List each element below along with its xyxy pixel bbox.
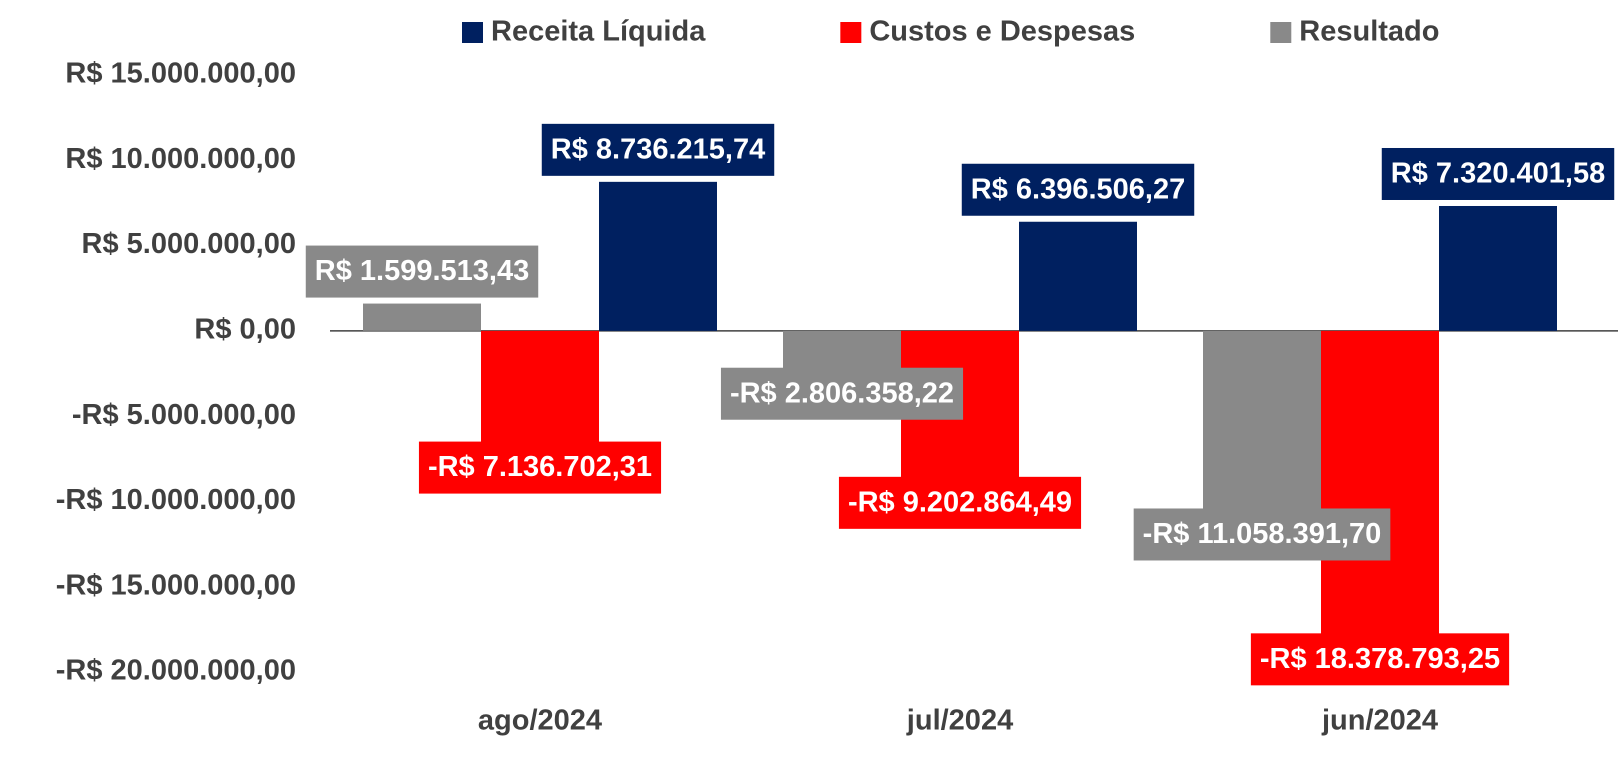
value-label: R$ 1.599.513,43 bbox=[315, 255, 529, 287]
bar bbox=[599, 181, 717, 331]
value-label-box bbox=[1250, 633, 1510, 686]
value-label: -R$ 7.136.702,31 bbox=[428, 451, 652, 483]
value-label: R$ 7.320.401,58 bbox=[1391, 158, 1605, 190]
value-label: -R$ 9.202.864,49 bbox=[848, 486, 1072, 518]
legend-swatch bbox=[840, 22, 862, 43]
bar bbox=[1019, 221, 1137, 331]
value-label-box bbox=[961, 163, 1195, 216]
value-label-box bbox=[418, 441, 662, 494]
value-label: R$ 8.736.215,74 bbox=[551, 133, 765, 165]
value-label-box bbox=[1133, 508, 1391, 561]
y-tick-label: -R$ 10.000.000,00 bbox=[56, 484, 296, 516]
value-label: -R$ 11.058.391,70 bbox=[1143, 518, 1382, 550]
legend-label: Custos e Despesas bbox=[869, 16, 1135, 48]
x-tick-label: jun/2024 bbox=[1321, 705, 1438, 737]
bar bbox=[1439, 205, 1557, 331]
y-tick-label: R$ 5.000.000,00 bbox=[82, 228, 296, 260]
y-tick-label: R$ 10.000.000,00 bbox=[65, 143, 296, 175]
x-tick-label: ago/2024 bbox=[478, 705, 602, 737]
value-label-box bbox=[838, 476, 1082, 529]
value-label-box bbox=[305, 245, 539, 298]
y-tick-label: R$ 0,00 bbox=[194, 314, 296, 346]
value-label: -R$ 18.378.793,25 bbox=[1260, 643, 1500, 675]
bar bbox=[481, 330, 599, 453]
legend-swatch bbox=[462, 22, 483, 43]
value-label: -R$ 2.806.358,22 bbox=[730, 377, 954, 409]
y-tick-label: R$ 15.000.000,00 bbox=[65, 58, 296, 90]
bar bbox=[363, 303, 481, 331]
y-tick-label: -R$ 20.000.000,00 bbox=[56, 655, 296, 687]
x-tick-label: jul/2024 bbox=[906, 705, 1013, 737]
value-label: R$ 6.396.506,27 bbox=[971, 173, 1185, 205]
bar bbox=[1321, 330, 1439, 645]
value-label-box bbox=[541, 123, 775, 176]
value-label-box bbox=[720, 367, 964, 420]
legend-label: Receita Líquida bbox=[491, 16, 706, 48]
bar bbox=[1203, 330, 1321, 520]
y-tick-label: -R$ 5.000.000,00 bbox=[72, 399, 296, 431]
value-label-box bbox=[1381, 147, 1615, 200]
legend-label: Resultado bbox=[1299, 16, 1439, 48]
legend-swatch bbox=[1270, 22, 1292, 43]
y-tick-label: -R$ 15.000.000,00 bbox=[56, 569, 296, 601]
